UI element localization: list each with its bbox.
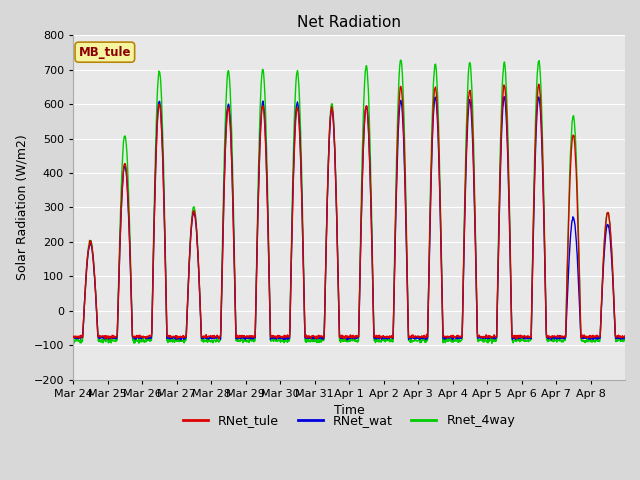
RNet_wat: [621, 335, 629, 341]
RNet_wat: [69, 335, 77, 341]
RNet_tule: [156, 101, 163, 107]
Line: Rnet_4way: Rnet_4way: [73, 60, 625, 343]
Rnet_4way: [156, 69, 163, 74]
RNet_tule: [535, 81, 543, 87]
Rnet_4way: [614, 337, 622, 343]
RNet_wat: [335, 307, 342, 313]
Rnet_4way: [479, 336, 487, 342]
Rnet_4way: [621, 337, 629, 343]
RNet_wat: [500, 94, 508, 100]
RNet_tule: [479, 334, 487, 339]
Rnet_4way: [69, 338, 77, 344]
RNet_wat: [479, 336, 487, 341]
Rnet_4way: [397, 57, 404, 63]
RNet_tule: [69, 335, 77, 340]
Legend: RNet_tule, RNet_wat, Rnet_4way: RNet_tule, RNet_wat, Rnet_4way: [178, 409, 520, 432]
Y-axis label: Solar Radiation (W/m2): Solar Radiation (W/m2): [15, 134, 28, 280]
RNet_wat: [177, 337, 185, 343]
Rnet_4way: [561, 337, 568, 343]
RNet_tule: [621, 333, 629, 338]
Line: RNet_tule: RNet_tule: [73, 84, 625, 339]
RNet_tule: [335, 288, 342, 294]
RNet_tule: [561, 333, 568, 339]
RNet_wat: [156, 98, 163, 104]
RNet_tule: [340, 336, 348, 342]
RNet_tule: [324, 171, 332, 177]
X-axis label: Time: Time: [333, 404, 364, 417]
Rnet_4way: [488, 340, 496, 346]
RNet_wat: [561, 336, 568, 342]
Text: MB_tule: MB_tule: [79, 46, 131, 59]
RNet_tule: [614, 332, 622, 338]
Title: Net Radiation: Net Radiation: [297, 15, 401, 30]
Rnet_4way: [335, 288, 342, 293]
RNet_wat: [614, 336, 622, 341]
RNet_wat: [324, 162, 332, 168]
Rnet_4way: [324, 169, 332, 175]
Line: RNet_wat: RNet_wat: [73, 97, 625, 340]
